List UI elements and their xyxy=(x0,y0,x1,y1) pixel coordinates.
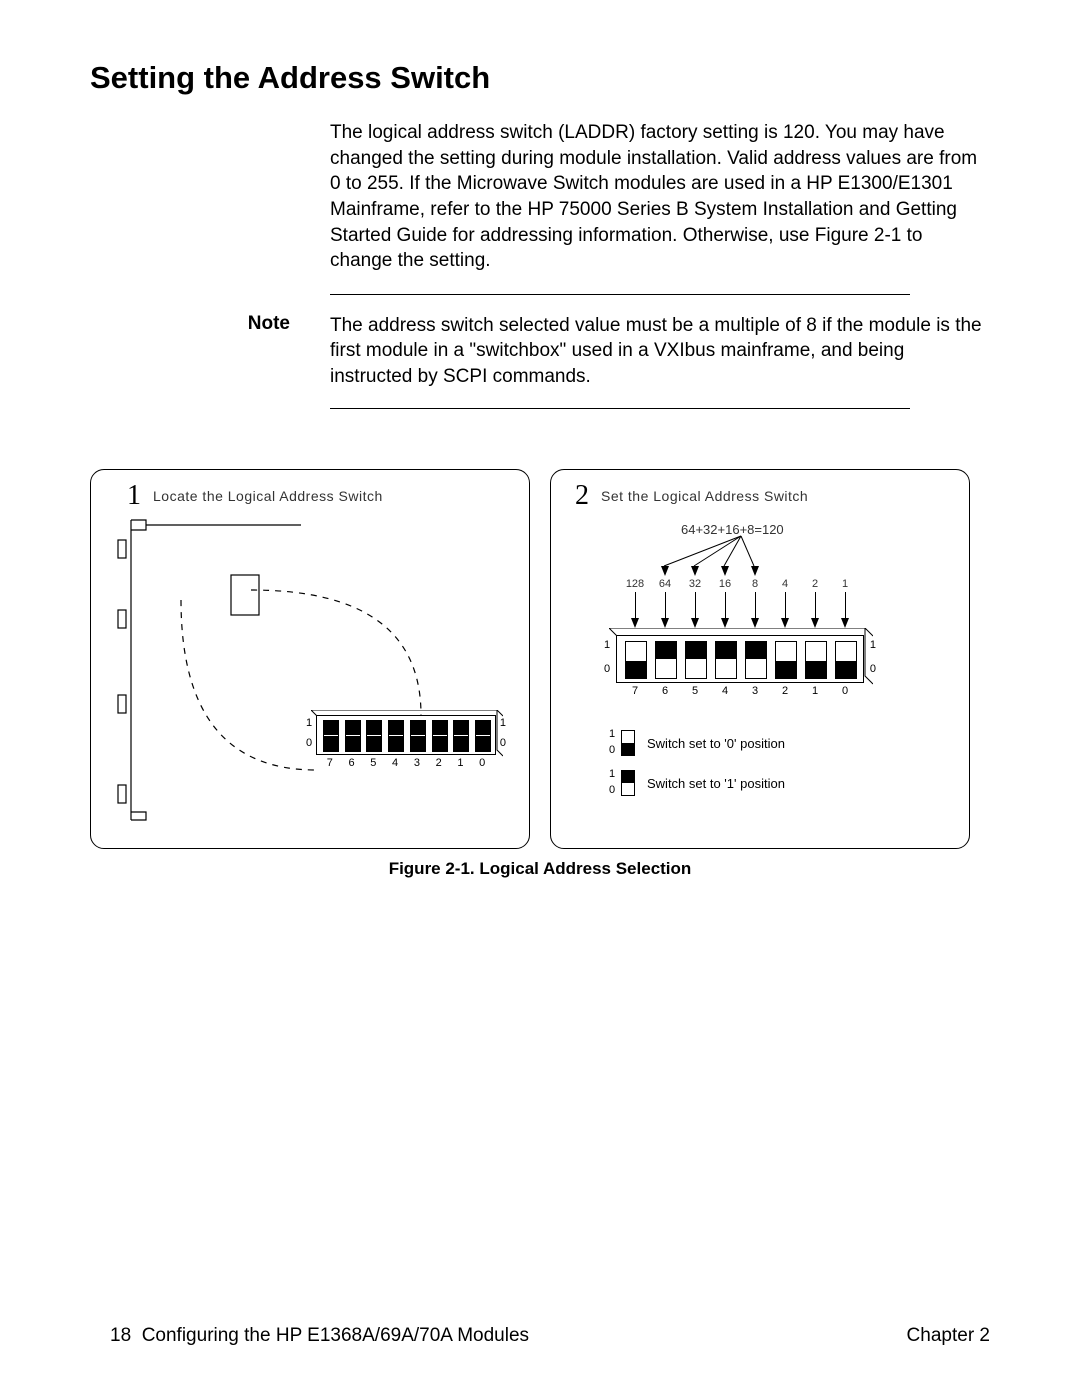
figure-panel-2: 2 Set the Logical Address Switch 64+32+1… xyxy=(550,469,970,849)
section-heading: Setting the Address Switch xyxy=(90,60,990,96)
dip-slot xyxy=(685,641,707,679)
dip-slot xyxy=(625,641,647,679)
fan-arrow-head xyxy=(661,566,669,576)
dip-slot xyxy=(805,641,827,679)
note-body: The address switch selected value must b… xyxy=(330,313,990,390)
dip-bit-label: 7 xyxy=(322,757,338,769)
dip-bit-label: 5 xyxy=(684,685,706,697)
fan-arrow-head xyxy=(691,566,699,576)
bit-value-label: 64 xyxy=(653,578,677,590)
dip-slot xyxy=(345,720,361,752)
dip-slot xyxy=(388,720,404,752)
dip-slot xyxy=(835,641,857,679)
dip-side-0r: 0 xyxy=(500,737,506,749)
dip-bit-label: 5 xyxy=(365,757,381,769)
footer-left: 18 Configuring the HP E1368A/69A/70A Mod… xyxy=(110,1325,529,1347)
rule-top xyxy=(330,294,910,295)
legend-switch-1 xyxy=(621,770,635,796)
footer-right: Chapter 2 xyxy=(907,1325,990,1347)
bit-arrow-line xyxy=(785,592,786,620)
dip-bit-label: 7 xyxy=(624,685,646,697)
rule-bottom xyxy=(330,408,910,409)
dip-slot xyxy=(715,641,737,679)
dip-side-1r: 1 xyxy=(870,639,876,651)
dip-side-0r: 0 xyxy=(870,663,876,675)
bit-value-label: 128 xyxy=(623,578,647,590)
bit-arrow-head xyxy=(751,618,759,628)
bit-value-label: 4 xyxy=(773,578,797,590)
bit-arrow-line xyxy=(665,592,666,620)
bit-value-label: 32 xyxy=(683,578,707,590)
bit-arrow-line xyxy=(695,592,696,620)
bit-arrow-line xyxy=(635,592,636,620)
figure-caption: Figure 2-1. Logical Address Selection xyxy=(90,859,990,879)
dip-slot xyxy=(453,720,469,752)
bit-arrow-head xyxy=(691,618,699,628)
legend-1-text: Switch set to '1' position xyxy=(647,776,907,791)
bit-arrow-head xyxy=(781,618,789,628)
legend-switch-0 xyxy=(621,730,635,756)
intro-paragraph: The logical address switch (LADDR) facto… xyxy=(330,120,990,274)
dip-bit-label: 4 xyxy=(387,757,403,769)
dip-slot xyxy=(366,720,382,752)
dip-bit-label: 1 xyxy=(804,685,826,697)
dip-side-1: 1 xyxy=(306,717,312,729)
dip-bit-label: 6 xyxy=(344,757,360,769)
dip-slot xyxy=(323,720,339,752)
fan-arrow-head xyxy=(721,566,729,576)
dip-iso-edges xyxy=(609,628,873,692)
dip-bit-label: 3 xyxy=(409,757,425,769)
dip-slot xyxy=(745,641,767,679)
dip-bit-label: 0 xyxy=(834,685,856,697)
bit-arrow-line xyxy=(845,592,846,620)
bit-value-label: 8 xyxy=(743,578,767,590)
note-block: Note The address switch selected value m… xyxy=(90,313,990,390)
legend-0-text: Switch set to '0' position xyxy=(647,736,907,751)
dip-side-1r: 1 xyxy=(500,717,506,729)
bit-arrow-line xyxy=(815,592,816,620)
dip-iso-edges xyxy=(311,710,503,762)
bit-arrow-head xyxy=(841,618,849,628)
dip-slot xyxy=(655,641,677,679)
bit-arrow-head xyxy=(631,618,639,628)
dip-side-0: 0 xyxy=(604,663,610,675)
bit-value-label: 1 xyxy=(833,578,857,590)
bit-arrow-line xyxy=(755,592,756,620)
bit-arrow-head xyxy=(811,618,819,628)
dip-bit-label: 1 xyxy=(452,757,468,769)
dip-bit-label: 2 xyxy=(431,757,447,769)
note-label: Note xyxy=(90,313,330,390)
module-outline-svg xyxy=(91,470,531,850)
figure-2-1: 1 Locate the Logical Address Switch xyxy=(90,469,990,849)
dip-bit-label: 3 xyxy=(744,685,766,697)
fan-arrow-head xyxy=(751,566,759,576)
dip-bit-label: 4 xyxy=(714,685,736,697)
bit-value-label: 16 xyxy=(713,578,737,590)
dip-slot xyxy=(475,720,491,752)
bit-arrow-head xyxy=(721,618,729,628)
dip-side-1: 1 xyxy=(604,639,610,651)
bit-arrow-head xyxy=(661,618,669,628)
bit-arrow-line xyxy=(725,592,726,620)
page-footer: 18 Configuring the HP E1368A/69A/70A Mod… xyxy=(110,1325,990,1347)
bit-value-label: 2 xyxy=(803,578,827,590)
dip-bit-label: 6 xyxy=(654,685,676,697)
dip-bit-label: 2 xyxy=(774,685,796,697)
dip-slot xyxy=(410,720,426,752)
figure-panel-1: 1 Locate the Logical Address Switch xyxy=(90,469,530,849)
dip-bit-label: 0 xyxy=(474,757,490,769)
dip-slot xyxy=(432,720,448,752)
dip-side-0: 0 xyxy=(306,737,312,749)
dip-slot xyxy=(775,641,797,679)
